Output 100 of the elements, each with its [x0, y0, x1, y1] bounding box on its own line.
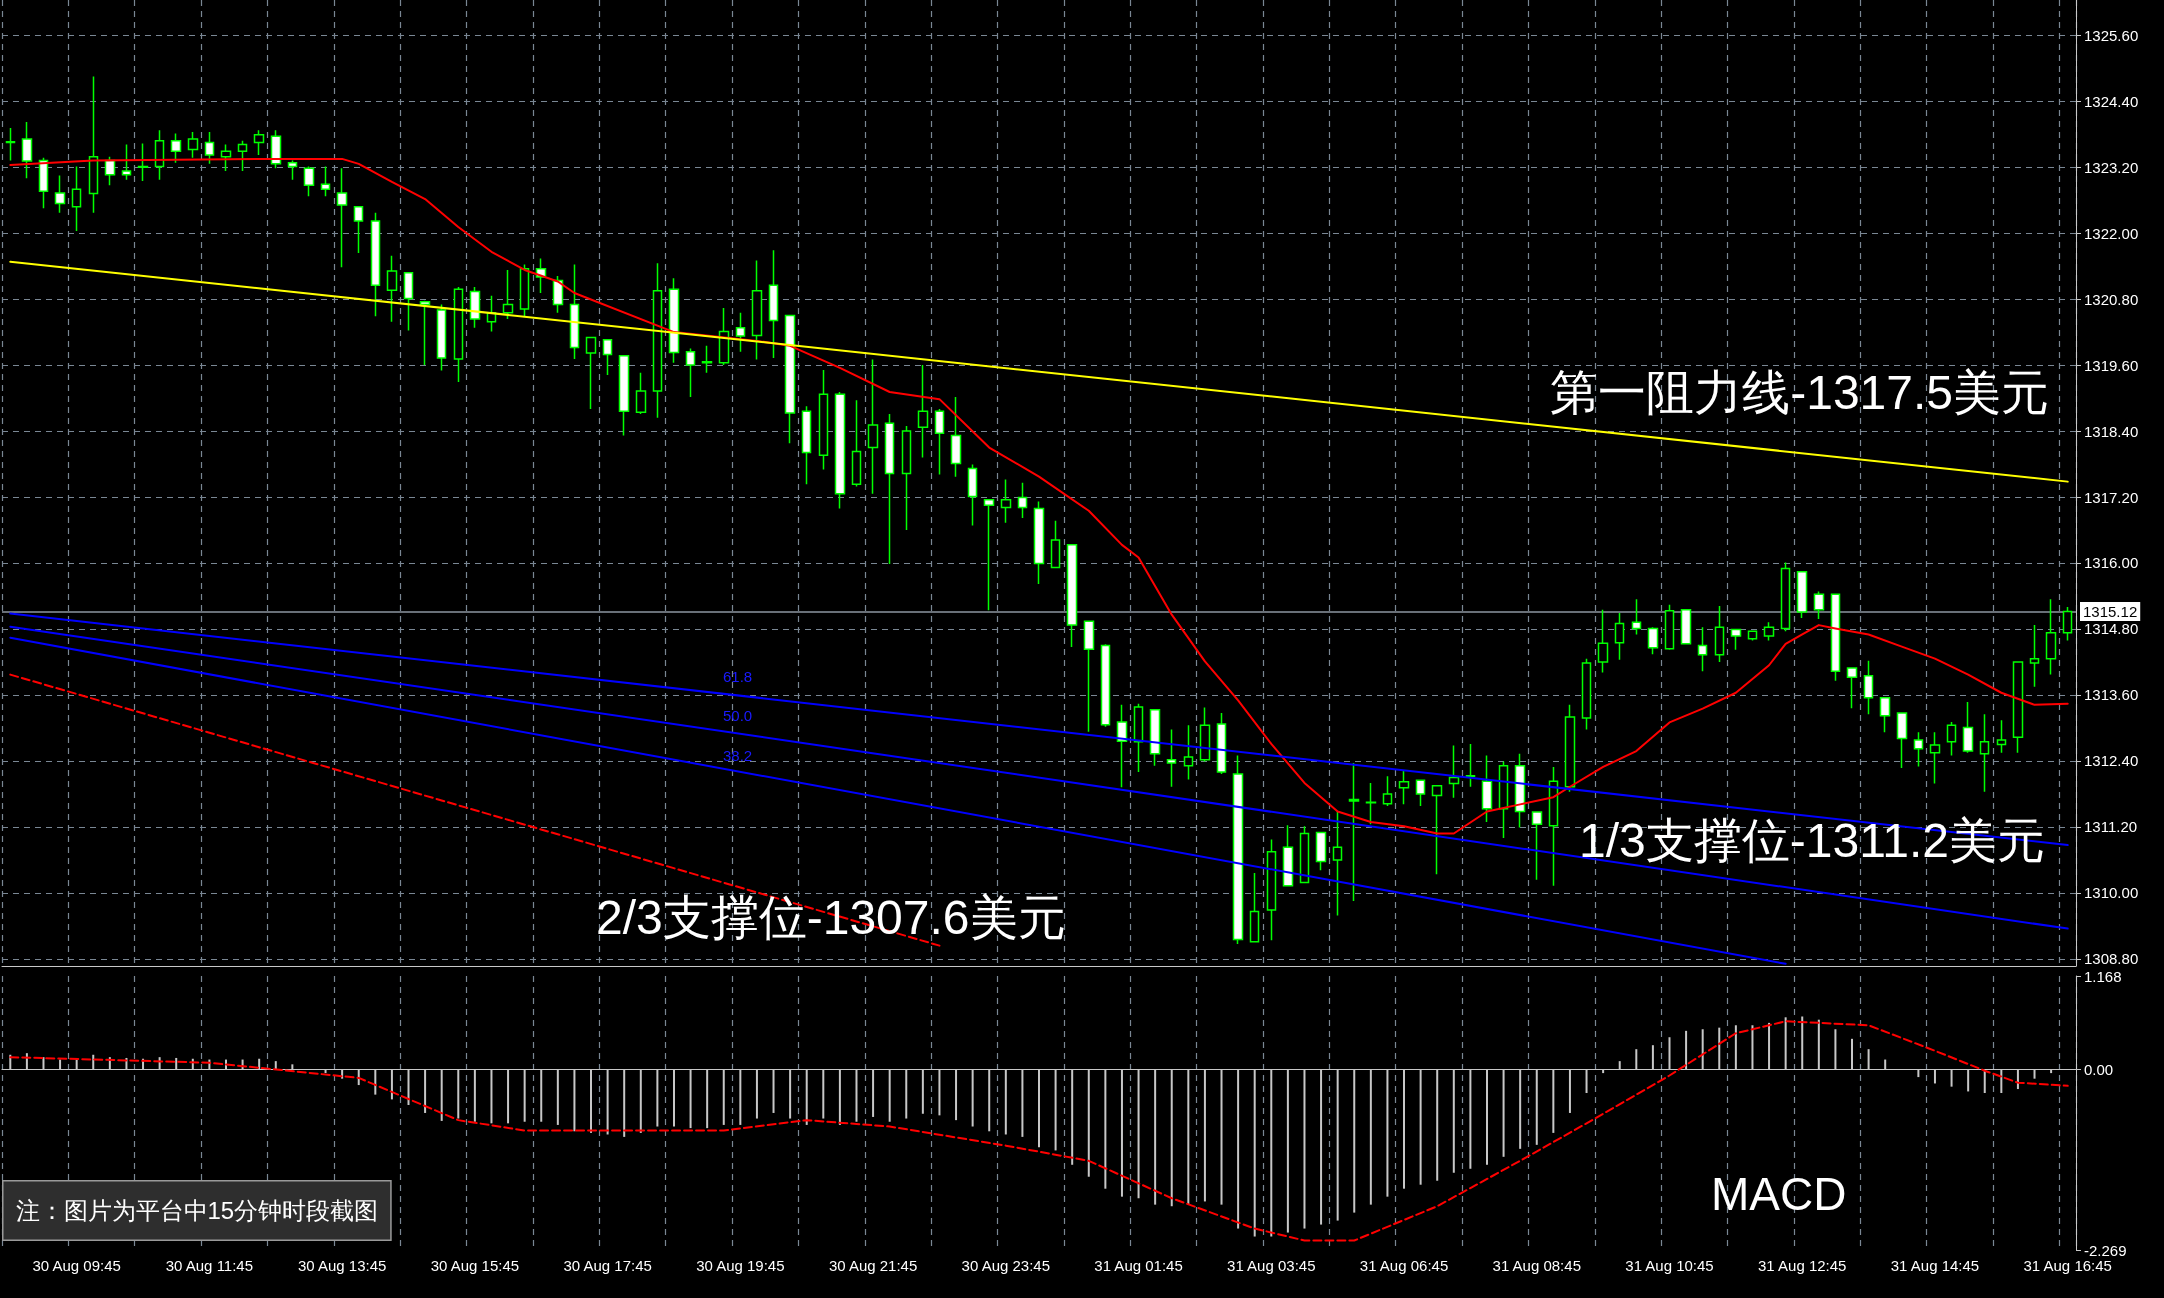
- candlestick: [88, 75, 99, 214]
- candlestick: [735, 312, 746, 353]
- candlestick: [1730, 628, 1742, 651]
- candlestick: [303, 165, 315, 198]
- annotation: 注：图片为平台中15分钟时段截图: [15, 1197, 379, 1224]
- candlestick: [121, 143, 132, 181]
- candlestick: [851, 399, 862, 488]
- candlestick: [1697, 626, 1708, 673]
- candlestick: [287, 159, 298, 181]
- y-tick-label: 1312.40: [2084, 752, 2139, 770]
- candlestick: [1431, 784, 1443, 875]
- candlestick: [104, 155, 116, 187]
- candlestick: [1050, 519, 1061, 569]
- candlestick: [1813, 590, 1825, 620]
- y-tick-label: 1313.60: [2084, 686, 2139, 704]
- candlestick: [2029, 624, 2040, 688]
- candlestick: [1929, 731, 1941, 785]
- candlestick: [270, 129, 282, 169]
- y-tick-label: 1318.40: [2084, 422, 2139, 440]
- candlestick: [1332, 810, 1343, 917]
- candlestick: [204, 131, 215, 165]
- candlestick: [1481, 754, 1493, 823]
- y-tick-label: 1324.40: [2084, 92, 2139, 110]
- y-tick-label: 0.00: [2084, 1060, 2114, 1078]
- candlestick: [1830, 593, 1841, 682]
- x-tick-label: 31 Aug 14:45: [1890, 1257, 1980, 1274]
- candlestick: [54, 174, 66, 214]
- candlestick: [983, 499, 995, 612]
- line-series: [9, 1020, 2069, 1242]
- candlestick: [320, 165, 331, 198]
- candlestick: [1979, 713, 1990, 793]
- candlestick: [1531, 811, 1543, 881]
- candlestick: [635, 372, 647, 415]
- candlestick: [1747, 630, 1758, 642]
- candlestick: [336, 167, 348, 268]
- y-tick-label: 1322.00: [2084, 224, 2139, 242]
- candlestick: [170, 132, 182, 164]
- x-tick-label: 31 Aug 12:45: [1758, 1257, 1847, 1274]
- candlestick: [1249, 872, 1260, 943]
- candlestick: [801, 405, 812, 486]
- candlestick: [1017, 481, 1028, 519]
- y-tick-label: 1316.00: [2084, 554, 2139, 572]
- y-tick-label: 1314.80: [2084, 620, 2139, 638]
- candlestick: [1714, 605, 1725, 663]
- candlestick: [1548, 766, 1559, 887]
- candlestick: [519, 263, 530, 317]
- candlestick: [1879, 696, 1891, 734]
- candlestick: [71, 165, 82, 232]
- candlestick: [1913, 731, 1924, 768]
- candlestick: [436, 303, 447, 372]
- y-tick-label: 1311.20: [2084, 818, 2138, 836]
- y-tick-label: 1310.00: [2084, 884, 2139, 902]
- candlestick: [1100, 643, 1111, 728]
- candlestick: [253, 129, 265, 156]
- candlestick: [1631, 598, 1642, 636]
- candlestick: [1299, 825, 1310, 884]
- x-tick-label: 30 Aug 11:45: [165, 1257, 254, 1274]
- candlestick: [1216, 712, 1227, 775]
- annotation: 50.0: [723, 707, 753, 724]
- x-tick-label: 30 Aug 15:45: [430, 1257, 520, 1274]
- candlestick: [1133, 703, 1144, 773]
- bar: [274, 1061, 277, 1070]
- x-tick-label: 30 Aug 17:45: [563, 1257, 652, 1274]
- candlestick: [502, 269, 514, 320]
- y-tick-label: 1320.80: [2084, 290, 2139, 308]
- candlestick: [1796, 571, 1808, 619]
- y-tick-label: 1317.20: [2084, 488, 2139, 506]
- candlestick: [1266, 838, 1277, 941]
- x-tick-label: 31 Aug 03:45: [1227, 1257, 1316, 1274]
- candlestick: [386, 254, 398, 323]
- candlestick: [884, 413, 895, 565]
- y-tick-label: 1323.20: [2084, 158, 2139, 176]
- candlestick: [1564, 704, 1576, 793]
- candlestick: [137, 142, 149, 182]
- candlestick: [1000, 478, 1012, 524]
- candlestick: [1962, 701, 1974, 754]
- candlestick: [1199, 706, 1211, 763]
- candlestick: [469, 286, 481, 329]
- candlestick: [1116, 704, 1128, 789]
- candlestick: [370, 212, 381, 317]
- candlestick: [1398, 769, 1410, 806]
- candlestick: [1365, 782, 1377, 825]
- candlestick: [1033, 500, 1045, 585]
- candlestick: [1232, 754, 1244, 945]
- candlestick: [1149, 709, 1161, 767]
- candlestick: [1946, 721, 1957, 757]
- candlestick: [867, 358, 879, 495]
- candlestick: [1415, 779, 1426, 807]
- candlestick: [1382, 775, 1393, 807]
- candlestick: [1348, 762, 1360, 902]
- candlestick: [602, 339, 613, 376]
- candlestick: [1498, 760, 1509, 839]
- candlestick: [187, 131, 199, 159]
- candlestick: [220, 143, 232, 172]
- candlestick: [1664, 604, 1675, 651]
- candlestick: [668, 277, 680, 364]
- y-tick-label: 1319.60: [2084, 356, 2139, 374]
- candlestick: [1066, 544, 1078, 648]
- x-tick-label: 30 Aug 13:45: [297, 1257, 387, 1274]
- candlestick: [701, 345, 713, 374]
